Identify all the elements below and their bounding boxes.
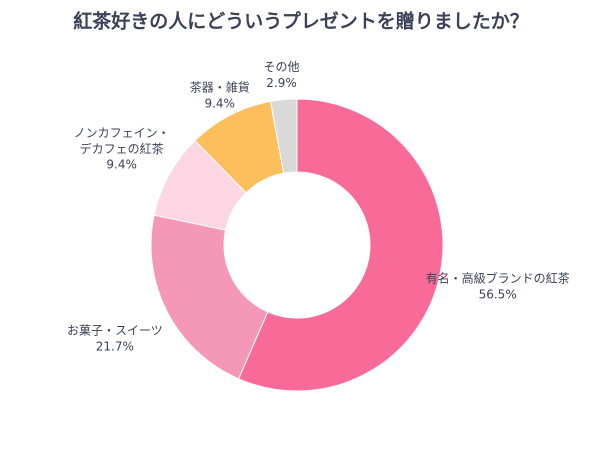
segment-label: 茶器・雑貨 [190, 79, 250, 94]
donut-segment [237, 98, 444, 392]
segment-value-label: 2.9% [266, 76, 297, 90]
segment-label: お菓子・スイーツ [67, 324, 163, 338]
segment-label: ノンカフェイン・デカフェの紅茶 [74, 125, 170, 155]
chart-title: 紅茶好きの人にどういうプレゼントを贈りましたか？ [73, 10, 529, 33]
segment-label: 有名・高級ブランドの紅茶 [426, 270, 570, 285]
segment-value-label: 21.7% [96, 340, 134, 354]
segment-value-label: 9.4% [204, 96, 235, 110]
segment-label: その他 [264, 60, 300, 74]
donut-segment [269, 98, 298, 174]
segment-value-label: 56.5% [479, 287, 517, 301]
donut-segment [150, 214, 269, 380]
segment-value-label: 9.4% [106, 157, 137, 171]
